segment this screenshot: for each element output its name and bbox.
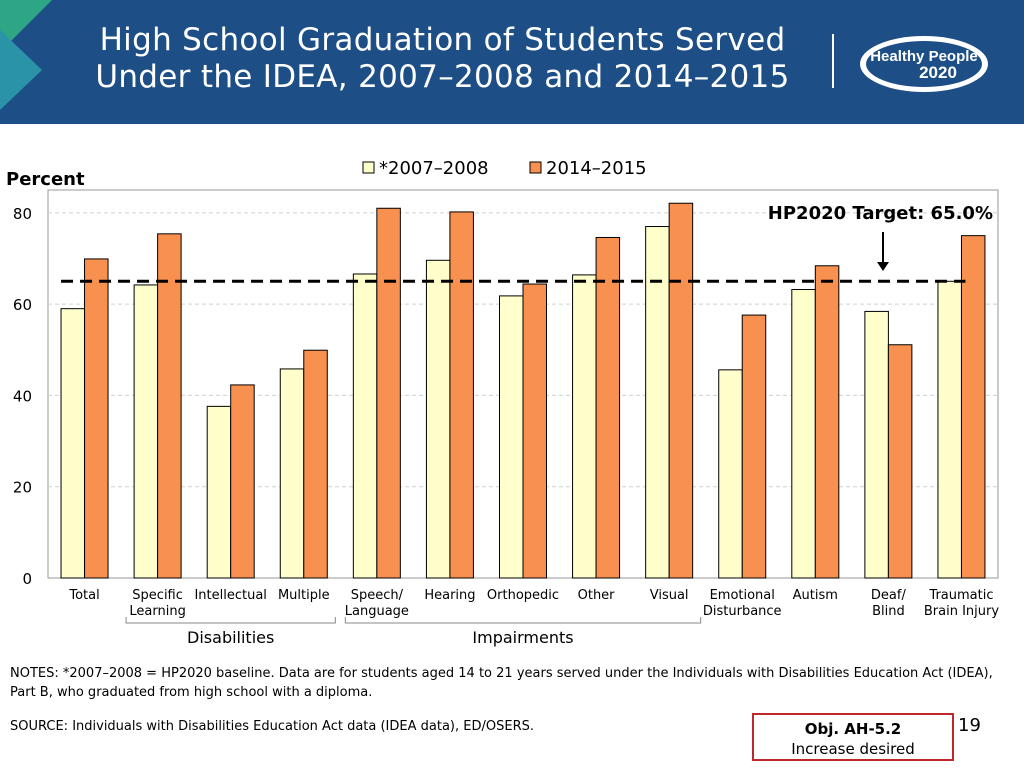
title-line-2: Under the IDEA, 2007–2008 and 2014–2015: [95, 59, 790, 95]
bar: [572, 274, 597, 579]
bar: [352, 273, 378, 579]
x-tick-label: Traumatic: [928, 588, 993, 603]
bar: [741, 314, 767, 579]
notes-text: NOTES: *2007–2008 = HP2020 baseline. Dat…: [10, 666, 993, 700]
target-label: HP2020 Target: 65.0%: [768, 203, 993, 224]
legend-label: 2014–2015: [546, 158, 647, 179]
bar: [645, 226, 670, 579]
source-text: SOURCE: Individuals with Disabilities Ed…: [10, 719, 534, 734]
bar: [595, 236, 621, 579]
x-tick-label: Intellectual: [194, 588, 266, 603]
y-tick-label: 20: [13, 479, 32, 497]
y-tick-label: 40: [13, 387, 32, 405]
x-tick-label: Multiple: [278, 588, 330, 603]
bar: [133, 284, 159, 579]
objective-id: Obj. AH-5.2: [804, 720, 902, 738]
x-tick-label: Brain Injury: [924, 604, 999, 619]
bar: [303, 349, 328, 579]
header-banner: High School Graduation of Students Serve…: [0, 0, 1024, 124]
slide-title: High School Graduation of Students Serve…: [60, 22, 825, 96]
bar: [937, 280, 962, 579]
bar: [425, 259, 451, 579]
x-tick-label: Specific: [132, 588, 183, 603]
bar: [376, 207, 401, 579]
x-tick-label: Language: [345, 604, 409, 619]
bar: [157, 233, 182, 579]
legend-swatch: [362, 161, 375, 174]
x-tick-label: Deaf/: [871, 588, 907, 603]
logo-line-2: 2020: [919, 63, 957, 82]
legend-label: *2007–2008: [379, 158, 489, 179]
x-tick-label: Emotional: [710, 588, 775, 603]
decorative-triangle: [0, 30, 42, 110]
y-tick-label: 80: [13, 205, 32, 223]
bar: [206, 405, 232, 579]
logo-line-1: Healthy People: [870, 48, 978, 65]
x-tick-label: Blind: [872, 604, 905, 619]
title-divider: [832, 34, 834, 88]
bar: [814, 265, 840, 579]
bar: [864, 310, 889, 579]
x-tick-label: Total: [68, 588, 99, 603]
x-tick-label: Disturbance: [703, 604, 782, 619]
x-tick-label: Visual: [650, 588, 689, 603]
legend-swatch: [529, 161, 542, 174]
title-line-1: High School Graduation of Students Serve…: [99, 22, 786, 58]
x-tick-label: Orthopedic: [487, 588, 559, 603]
bar: [791, 289, 816, 579]
bar: [449, 211, 474, 579]
bar: [668, 202, 694, 579]
x-tick-label: Speech/: [351, 588, 404, 603]
y-axis-label: Percent: [6, 169, 85, 190]
bar: [60, 308, 86, 579]
bar: [84, 258, 109, 579]
target-arrow-head: [877, 262, 889, 271]
objective-status: Increase desired: [791, 740, 915, 758]
bar: [887, 344, 913, 579]
group-label: Disabilities: [187, 628, 274, 647]
x-tick-label: Learning: [129, 604, 185, 619]
group-bracket: [344, 617, 702, 624]
x-tick-label: Hearing: [424, 588, 475, 603]
healthy-people-logo: Healthy People 2020: [860, 36, 988, 92]
page-number: 19: [958, 715, 981, 736]
group-label: Impairments: [472, 628, 573, 647]
bar: [499, 295, 524, 579]
y-tick-label: 0: [22, 570, 32, 588]
bar: [960, 235, 986, 579]
x-tick-label: Autism: [793, 588, 838, 603]
group-bracket: [125, 617, 336, 624]
bar: [279, 368, 305, 579]
bar: [230, 384, 255, 579]
x-tick-label: Other: [578, 588, 616, 603]
y-tick-label: 60: [13, 296, 32, 314]
bar: [522, 283, 547, 579]
bar: [718, 369, 743, 579]
objective-box: Obj. AH-5.2 Increase desired: [752, 713, 954, 761]
